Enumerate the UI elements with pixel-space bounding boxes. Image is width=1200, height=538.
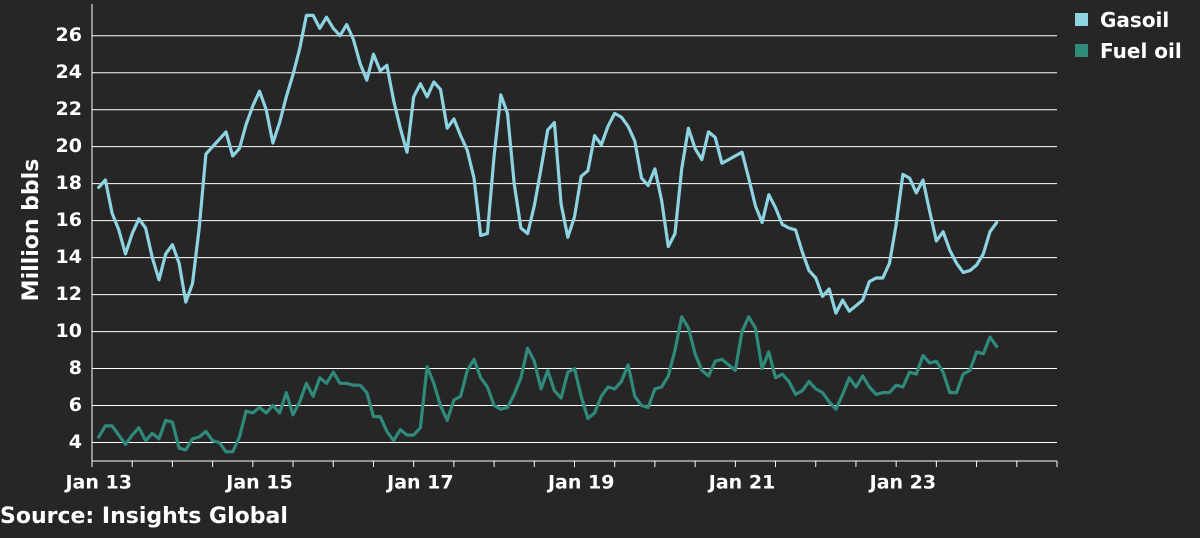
series-line-gasoil (97, 13, 999, 315)
y-tick-label: 8 (69, 357, 82, 379)
y-tick-label: 14 (56, 246, 82, 268)
x-tick-label: Jan 13 (63, 472, 131, 494)
x-tick-label: Jan 15 (224, 472, 292, 494)
y-tick-label: 10 (56, 320, 82, 342)
legend-swatch-fuel-oil (1075, 44, 1088, 57)
series-line-fuel-oil (97, 315, 999, 454)
legend-swatch-gasoil (1075, 13, 1088, 26)
y-tick-label: 6 (69, 394, 82, 416)
x-tick-label: Jan 21 (707, 472, 775, 494)
x-tick-label: Jan 19 (546, 472, 614, 494)
x-tick-label: Jan 17 (385, 472, 453, 494)
y-tick-label: 18 (56, 172, 82, 194)
legend: Gasoil Fuel oil (1075, 4, 1182, 66)
y-tick-label: 22 (56, 98, 82, 120)
gridlines (92, 35, 1057, 444)
legend-item-fuel-oil: Fuel oil (1075, 35, 1182, 66)
source-note: Source: Insights Global (0, 504, 288, 529)
legend-label-fuel-oil: Fuel oil (1100, 38, 1182, 63)
series-lines (97, 13, 999, 454)
y-tick-label: 26 (56, 24, 82, 46)
y-tick-label: 4 (69, 431, 82, 453)
x-tick-label: Jan 23 (868, 472, 936, 494)
y-tick-label: 12 (56, 283, 82, 305)
y-axis-label: Million bbls (19, 159, 44, 302)
axes: 4 6 8 10 12 14 16 18 20 22 24 26 Jan 13 Jan 15 Jan 17 J… (56, 4, 1058, 494)
legend-label-gasoil: Gasoil (1100, 7, 1170, 32)
legend-item-gasoil: Gasoil (1075, 4, 1182, 35)
y-tick-label: 16 (56, 209, 82, 231)
y-tick-label: 24 (56, 61, 82, 83)
y-tick-label: 20 (56, 135, 82, 157)
